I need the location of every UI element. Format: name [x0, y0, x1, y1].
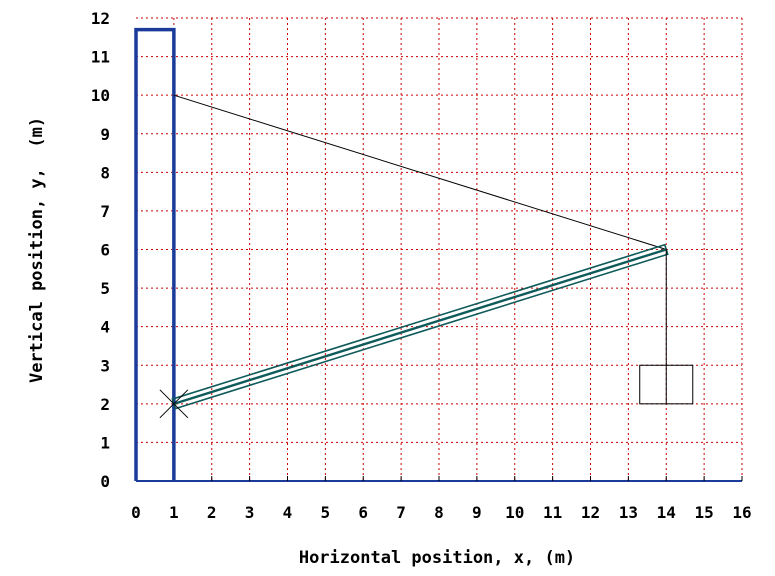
x-tick-label: 14	[657, 503, 676, 522]
y-tick-label: 10	[91, 86, 110, 105]
diagram-shapes	[134, 27, 694, 481]
beam-centerline	[173, 248, 667, 405]
x-tick-label: 5	[321, 503, 331, 522]
wall-pole	[134, 27, 176, 481]
plot-frame	[135, 17, 743, 482]
y-axis-label: Vertical position, y, (m)	[27, 117, 47, 383]
hanging-box	[639, 364, 694, 405]
y-tick-label: 11	[91, 48, 110, 67]
x-tick-label: 8	[434, 503, 444, 522]
x-tick-label: 15	[694, 503, 713, 522]
x-tick-label: 16	[732, 503, 751, 522]
y-tick-label: 0	[100, 472, 110, 491]
x-tick-label: 0	[131, 503, 141, 522]
y-tick-label: 2	[100, 395, 110, 414]
x-tick-label: 2	[207, 503, 217, 522]
y-tick-label: 7	[100, 202, 110, 221]
x-tick-label: 10	[505, 503, 524, 522]
y-tick-label: 3	[100, 356, 110, 375]
x-tick-label: 11	[543, 503, 562, 522]
x-tick-label: 12	[581, 503, 600, 522]
y-tick-label: 5	[100, 279, 110, 298]
y-tick-label: 9	[100, 125, 110, 144]
x-tick-label: 7	[396, 503, 406, 522]
y-tick-label: 12	[91, 9, 110, 28]
y-tick-label: 4	[100, 318, 110, 337]
x-tick-label: 3	[245, 503, 255, 522]
x-tick-label: 4	[283, 503, 293, 522]
x-tick-label: 6	[358, 503, 368, 522]
hinge-marker-b	[159, 389, 189, 419]
y-tick-label: 8	[100, 163, 110, 182]
x-tick-label: 1	[169, 503, 179, 522]
x-tick-labels: 0 1 2 3 4 5 6 7 8 9 10 11 12 13 14 15 16	[131, 503, 751, 522]
x-tick-label: 9	[472, 503, 482, 522]
beam-outline	[171, 243, 669, 410]
x-axis-label: Horizontal position, x, (m)	[299, 548, 575, 568]
support-cable	[173, 94, 667, 250]
y-tick-label: 1	[100, 433, 110, 452]
x-tick-label: 13	[619, 503, 638, 522]
y-tick-label: 6	[100, 241, 110, 260]
